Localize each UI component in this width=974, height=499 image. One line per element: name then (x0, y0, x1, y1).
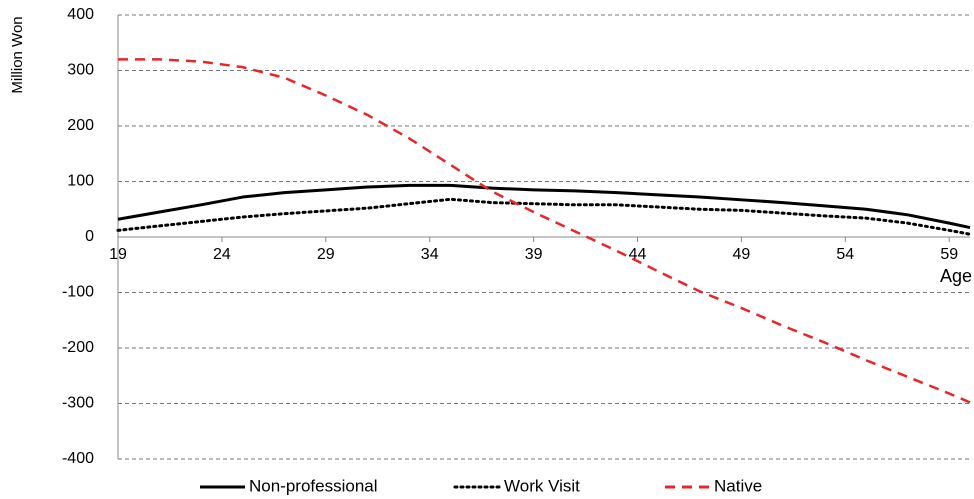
x-tick-label: 59 (940, 246, 958, 263)
x-tick-label: 29 (317, 246, 335, 263)
legend-label: Native (714, 476, 762, 495)
series-line (116, 197, 972, 236)
x-tick-label: 34 (421, 246, 439, 263)
x-tick-label: 24 (213, 246, 231, 263)
y-tick-label: -200 (62, 339, 94, 356)
legend-label: Work Visit (504, 476, 580, 495)
x-tick-label: 19 (109, 246, 127, 263)
x-tick-label: 39 (525, 246, 543, 263)
x-tick-label: 49 (733, 246, 751, 263)
y-axis-label: Million Won (9, 16, 26, 93)
series-line (117, 183, 971, 230)
y-tick-label: -400 (62, 450, 94, 467)
x-axis-label: Age (940, 266, 972, 286)
x-tick-label: 54 (836, 246, 854, 263)
y-tick-label: -300 (62, 395, 94, 412)
series-line (118, 58, 971, 404)
y-tick-label: 0 (85, 228, 94, 245)
y-tick-label: -100 (62, 284, 94, 301)
y-tick-label: 100 (67, 173, 94, 190)
y-tick-label: 400 (67, 6, 94, 23)
y-tick-label: 200 (67, 117, 94, 134)
legend-label: Non-professional (249, 476, 378, 495)
y-tick-label: 300 (67, 62, 94, 79)
